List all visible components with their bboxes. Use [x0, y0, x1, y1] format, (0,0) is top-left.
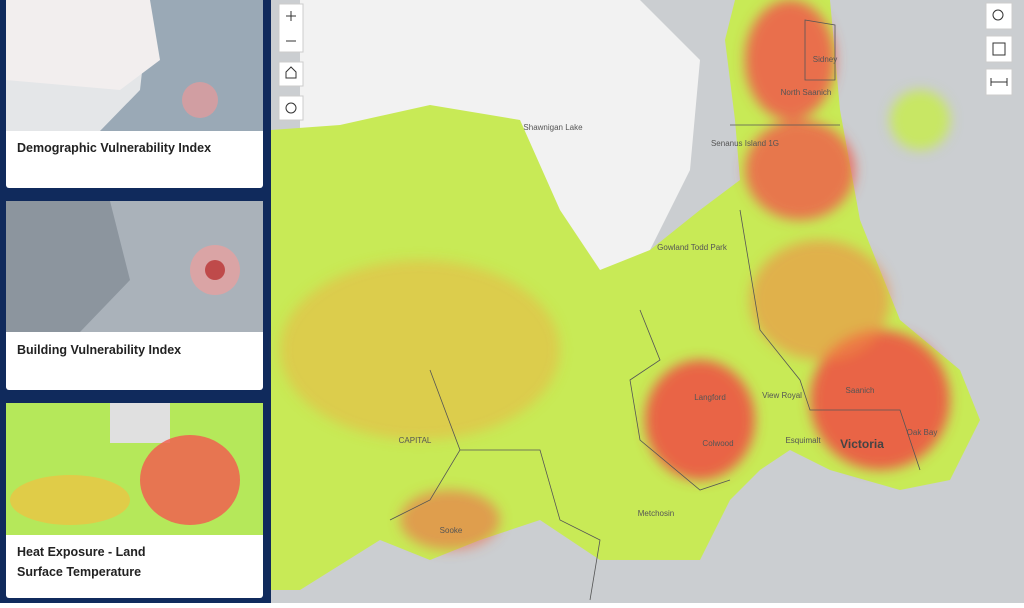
place-label: Gowland Todd Park	[657, 243, 728, 252]
place-label: Shawnigan Lake	[523, 123, 583, 132]
place-label: Senanus Island 1G	[711, 139, 779, 148]
thumbnail-shape	[182, 82, 218, 118]
thumbnail-shape	[6, 0, 160, 90]
place-label: North Saanich	[781, 88, 832, 97]
place-label: Oak Bay	[907, 428, 938, 437]
layers-icon	[992, 42, 1006, 56]
home-button[interactable]	[278, 61, 304, 87]
place-label: Sooke	[440, 526, 463, 535]
card[interactable]	[6, 0, 263, 188]
place-label: Metchosin	[638, 509, 674, 518]
zoom-controls	[278, 3, 304, 121]
search-button[interactable]	[985, 2, 1013, 30]
card[interactable]	[6, 201, 263, 390]
thumbnail-shape	[110, 403, 170, 443]
card-title: Building Vulnerability Index	[17, 343, 181, 357]
thumbnail-shape	[100, 0, 263, 131]
measure-icon	[990, 78, 1008, 86]
heat-hotspots	[280, 0, 950, 550]
map[interactable]	[271, 0, 1024, 603]
card-title: Demographic Vulnerability Index	[17, 141, 211, 155]
boundaries	[389, 19, 921, 601]
card-title: Heat Exposure - Land Surface Temperature	[17, 545, 146, 579]
search-icon	[992, 9, 1004, 21]
place-label: View Royal	[762, 391, 802, 400]
place-label: Victoria	[840, 437, 884, 451]
home-icon	[285, 66, 297, 79]
place-label: Esquimalt	[785, 436, 821, 445]
thumbnail-shape	[140, 435, 240, 525]
place-label: Colwood	[702, 439, 733, 448]
thumbnail-shape	[10, 475, 130, 525]
thumbnail-shape	[205, 260, 225, 280]
measure-button[interactable]	[985, 68, 1013, 96]
locate-icon	[285, 102, 297, 114]
place-label: Langford	[694, 393, 726, 402]
locate-button[interactable]	[278, 95, 304, 121]
zoom-in[interactable]	[286, 11, 296, 21]
thumbnail-shape	[80, 201, 263, 332]
zoom-panel	[278, 3, 304, 53]
place-label: Saanich	[846, 386, 875, 395]
place-label: Sidney	[813, 55, 837, 64]
card[interactable]	[6, 403, 263, 598]
place-label: CAPITAL	[399, 436, 432, 445]
tool-controls	[985, 2, 1013, 96]
layers-button[interactable]	[985, 35, 1013, 63]
